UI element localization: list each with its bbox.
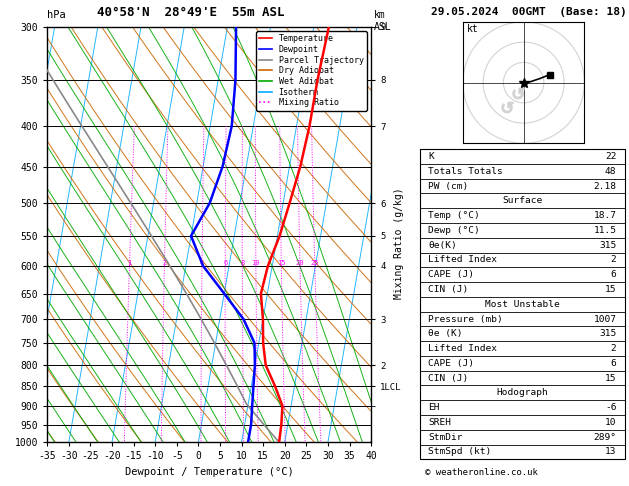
Text: Mixing Ratio (g/kg): Mixing Ratio (g/kg) [394,187,404,299]
Text: K: K [428,152,434,161]
Text: 1: 1 [127,260,131,266]
Text: hPa: hPa [47,10,66,20]
Text: 2: 2 [162,260,167,266]
Text: 315: 315 [599,330,616,338]
Text: kt: kt [467,24,479,34]
Text: 8: 8 [240,260,245,266]
Text: km: km [374,10,386,20]
Text: 29.05.2024  00GMT  (Base: 18): 29.05.2024 00GMT (Base: 18) [431,7,626,17]
Text: 2: 2 [611,256,616,264]
Text: 4: 4 [200,260,204,266]
Text: 2.18: 2.18 [593,182,616,191]
Text: Pressure (mb): Pressure (mb) [428,314,503,324]
Text: 15: 15 [605,374,616,382]
Text: CAPE (J): CAPE (J) [428,270,474,279]
Text: 22: 22 [605,152,616,161]
Text: -6: -6 [605,403,616,412]
Text: 13: 13 [605,448,616,456]
Text: 1007: 1007 [593,314,616,324]
X-axis label: Dewpoint / Temperature (°C): Dewpoint / Temperature (°C) [125,467,294,477]
Text: 25: 25 [311,260,319,266]
Text: 11.5: 11.5 [593,226,616,235]
Text: Temp (°C): Temp (°C) [428,211,480,220]
Text: Surface: Surface [503,196,542,206]
Text: Lifted Index: Lifted Index [428,344,498,353]
Text: 6: 6 [611,359,616,368]
Text: 15: 15 [605,285,616,294]
Text: Most Unstable: Most Unstable [485,300,560,309]
Text: 10: 10 [252,260,260,266]
Text: 18.7: 18.7 [593,211,616,220]
Text: PW (cm): PW (cm) [428,182,469,191]
Text: Lifted Index: Lifted Index [428,256,498,264]
Text: θe (K): θe (K) [428,330,463,338]
Text: θe(K): θe(K) [428,241,457,250]
Text: 20: 20 [296,260,304,266]
Text: Dewp (°C): Dewp (°C) [428,226,480,235]
Text: 315: 315 [599,241,616,250]
Text: CIN (J): CIN (J) [428,374,469,382]
Text: 2: 2 [611,344,616,353]
Text: StmDir: StmDir [428,433,463,442]
Text: 289°: 289° [593,433,616,442]
Text: Hodograph: Hodograph [496,388,548,398]
Text: 6: 6 [223,260,227,266]
Text: CAPE (J): CAPE (J) [428,359,474,368]
Text: Totals Totals: Totals Totals [428,167,503,176]
Text: 48: 48 [605,167,616,176]
Legend: Temperature, Dewpoint, Parcel Trajectory, Dry Adiobat, Wet Adiobat, Isotherm, Mi: Temperature, Dewpoint, Parcel Trajectory… [256,31,367,110]
Text: ASL: ASL [374,21,391,32]
Text: 40°58'N  28°49'E  55m ASL: 40°58'N 28°49'E 55m ASL [97,6,285,19]
Text: SREH: SREH [428,418,452,427]
Text: 6: 6 [611,270,616,279]
Text: EH: EH [428,403,440,412]
Text: 15: 15 [277,260,286,266]
Text: StmSpd (kt): StmSpd (kt) [428,448,492,456]
Text: © weatheronline.co.uk: © weatheronline.co.uk [425,468,537,477]
Text: CIN (J): CIN (J) [428,285,469,294]
Text: 10: 10 [605,418,616,427]
